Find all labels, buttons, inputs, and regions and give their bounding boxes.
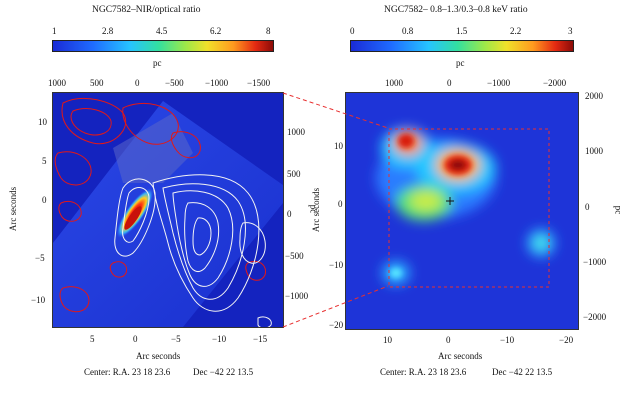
- left-bottom-tick-1: 0: [133, 334, 138, 344]
- left-top-tick-4: −1000: [205, 78, 229, 88]
- left-cb-tick-2: 4.5: [156, 26, 168, 36]
- left-bottom-tick-0: 5: [90, 334, 95, 344]
- left-left-tick-0: 10: [38, 117, 47, 127]
- left-cb-tick-1: 2.8: [102, 26, 114, 36]
- right-left-tick-0: 10: [334, 141, 343, 151]
- right-image-panel: [345, 92, 579, 330]
- right-top-tick-3: −2000: [543, 78, 567, 88]
- right-cb-tick-0: 0: [350, 26, 355, 36]
- left-left-tick-4: −10: [31, 295, 46, 305]
- left-colorbar: [52, 40, 274, 52]
- left-left-tick-3: −5: [35, 253, 45, 263]
- right-footer-dec: Dec −42 22 13.5: [492, 367, 553, 377]
- left-left-tick-2: 0: [42, 195, 47, 205]
- right-top-tick-2: −1000: [487, 78, 511, 88]
- right-bottom-tick-0: 10: [383, 335, 392, 345]
- right-cb-tick-2: 1.5: [456, 26, 468, 36]
- left-right-tick-2: 0: [287, 209, 292, 219]
- left-bottom-axis-label: Arc seconds: [136, 351, 181, 361]
- left-top-tick-5: −1500: [247, 78, 271, 88]
- left-footer-center: Center: R.A. 23 18 23.6: [84, 367, 171, 377]
- left-image-panel: [52, 92, 284, 328]
- left-right-tick-4: −1000: [285, 291, 309, 301]
- right-blob-yellow: [410, 191, 442, 211]
- right-colorbar: [350, 40, 574, 52]
- right-right-tick-0: 2000: [585, 91, 603, 101]
- right-cb-tick-4: 3: [568, 26, 573, 36]
- right-left-tick-2: −10: [329, 260, 344, 270]
- left-top-tick-3: −500: [165, 78, 184, 88]
- right-right-tick-1: 1000: [585, 146, 603, 156]
- right-right-axis-label: pc: [613, 205, 624, 215]
- right-right-tick-2: 0: [585, 202, 590, 212]
- right-top-tick-0: 1000: [385, 78, 403, 88]
- left-image-svg: [53, 93, 283, 327]
- right-bottom-tick-1: 0: [446, 335, 451, 345]
- left-footer-dec: Dec −42 22 13.5: [193, 367, 254, 377]
- right-right-tick-4: −2000: [583, 312, 607, 322]
- left-right-tick-1: 500: [287, 169, 301, 179]
- left-white-contours: [114, 174, 272, 327]
- right-bottom-tick-3: −20: [559, 335, 574, 345]
- right-center-cross: [446, 197, 454, 205]
- right-core-sw-cyan: [390, 268, 402, 278]
- right-core-nw-red: [398, 134, 414, 148]
- left-cb-tick-0: 1: [52, 26, 57, 36]
- left-right-tick-3: −500: [285, 251, 304, 261]
- left-title: NGC7582–NIR/optical ratio: [92, 5, 201, 15]
- right-image-svg: [346, 93, 578, 329]
- left-bottom-tick-2: −5: [171, 334, 181, 344]
- left-top-axis-label: pc: [153, 58, 162, 68]
- left-bottom-tick-3: −10: [212, 334, 227, 344]
- right-left-tick-1: 0: [338, 199, 343, 209]
- left-top-tick-0: 1000: [48, 78, 66, 88]
- right-footer-center: Center: R.A. 23 18 23.6: [380, 367, 467, 377]
- right-hot-cores: [390, 134, 472, 278]
- right-title: NGC7582– 0.8–1.3/0.3–0.8 keV ratio: [384, 5, 528, 15]
- left-top-tick-1: 500: [90, 78, 104, 88]
- left-red-contours: [54, 97, 267, 313]
- right-left-axis-label: Arc seconds: [311, 187, 322, 233]
- right-region-box: [388, 128, 550, 288]
- left-right-tick-0: 1000: [287, 127, 305, 137]
- right-core-ne-dark: [450, 160, 466, 170]
- right-top-tick-1: 0: [447, 78, 452, 88]
- left-hot-core: [124, 206, 142, 230]
- left-cb-tick-3: 6.2: [210, 26, 222, 36]
- left-noisy-patch: [113, 113, 193, 183]
- right-top-axis-label: pc: [456, 58, 465, 68]
- right-cb-tick-1: 0.8: [402, 26, 414, 36]
- right-cb-tick-3: 2.2: [510, 26, 522, 36]
- left-left-axis-label: Arc seconds: [8, 186, 19, 232]
- right-left-tick-3: −20: [329, 320, 344, 330]
- left-cb-tick-4: 8: [266, 26, 271, 36]
- left-top-tick-2: 0: [135, 78, 140, 88]
- left-left-tick-1: 5: [42, 156, 47, 166]
- right-right-tick-3: −1000: [583, 257, 607, 267]
- right-bottom-axis-label: Arc seconds: [438, 351, 483, 361]
- right-blob-se-core: [534, 236, 548, 250]
- left-bottom-tick-4: −15: [253, 334, 268, 344]
- right-bottom-tick-2: −10: [500, 335, 515, 345]
